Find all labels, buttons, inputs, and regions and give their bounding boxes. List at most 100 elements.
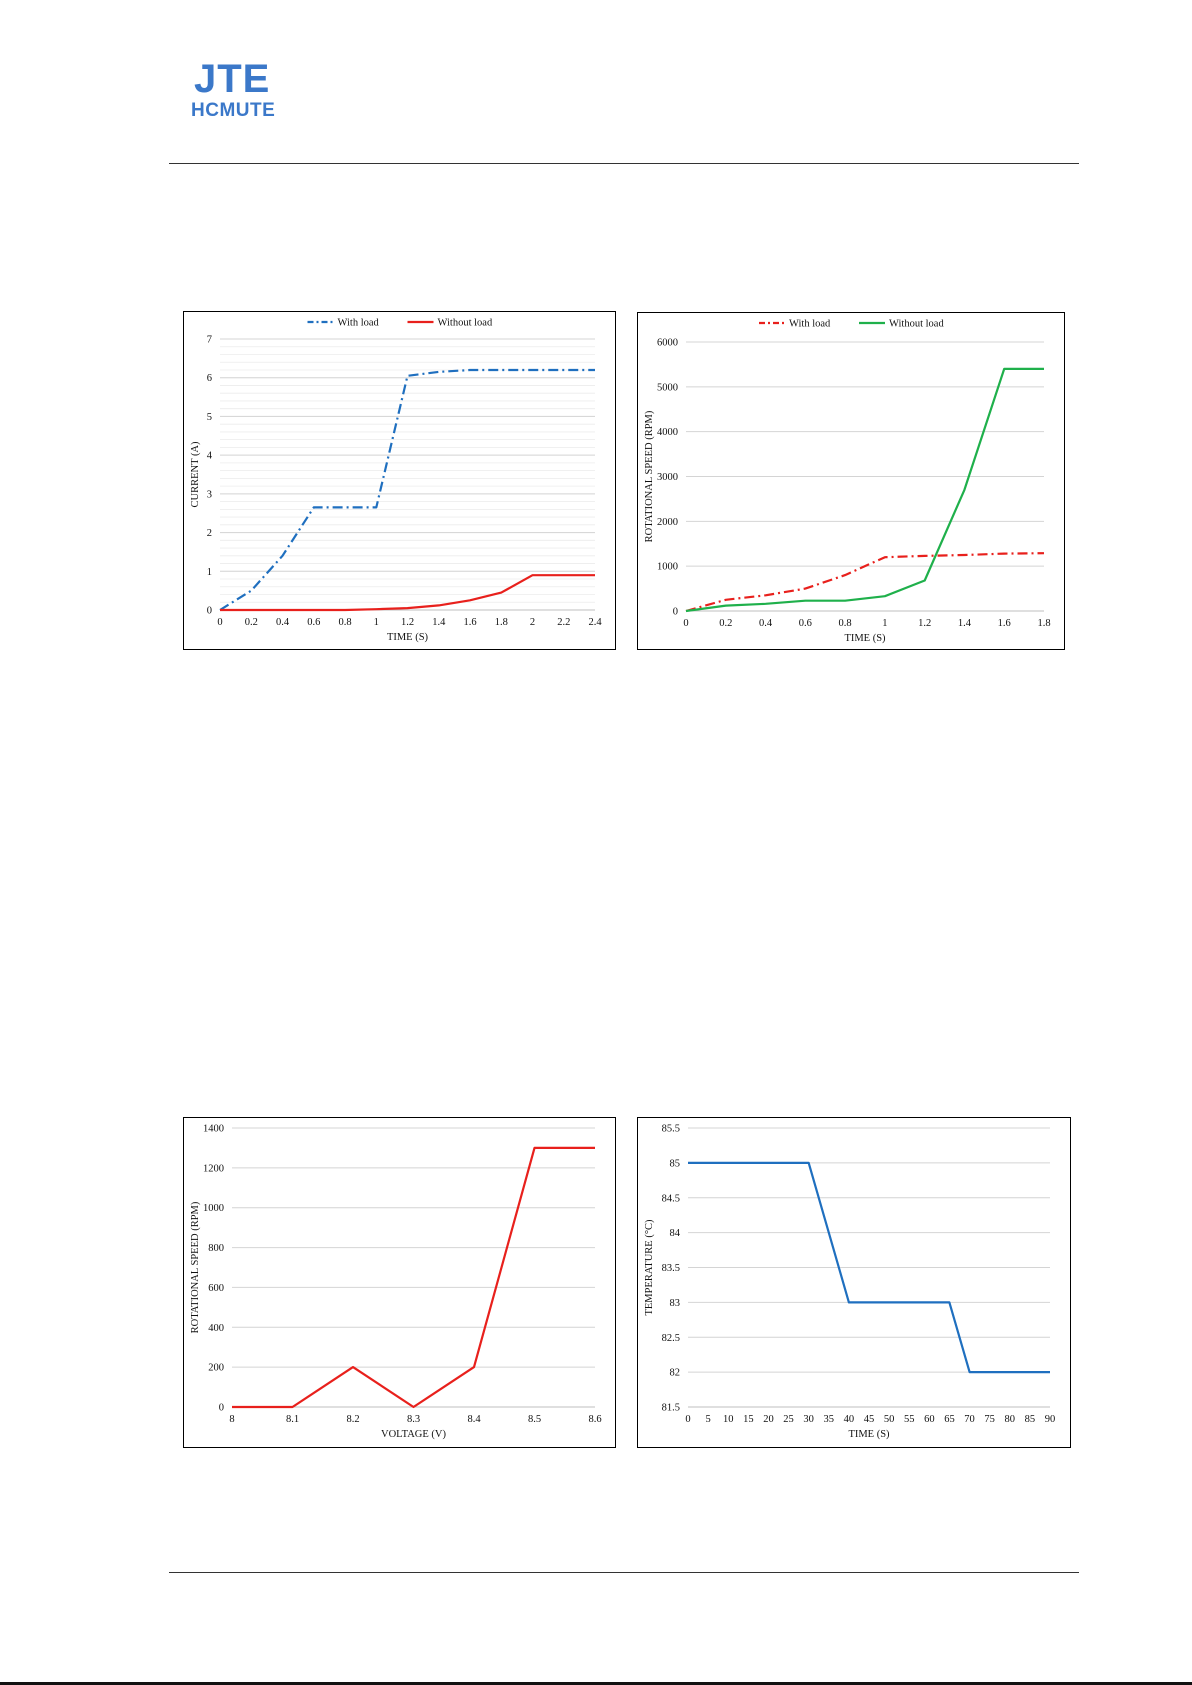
x-tick-label: 2	[530, 617, 535, 628]
x-tick-label: 8.2	[346, 1414, 359, 1425]
x-tick-label: 5	[705, 1414, 710, 1425]
y-tick-label: 1000	[657, 562, 678, 573]
x-tick-label: 40	[844, 1414, 855, 1425]
x-axis-title: TIME (S)	[844, 633, 886, 644]
y-tick-label: 800	[208, 1243, 224, 1254]
temperature-plot: 81.5 82 82.5 83 83.5 84 84.5 85 85.5 0 5 10 15 20 25 30…	[644, 1124, 1056, 1441]
x-tick-label: 0.2	[719, 618, 732, 629]
x-tick-label: 1.4	[432, 617, 446, 628]
x-tick-label: 0.4	[759, 618, 773, 629]
x-tick-label: 2.4	[588, 617, 602, 628]
x-tick-label: 80	[1005, 1414, 1016, 1425]
legend-label: Without load	[438, 318, 493, 329]
y-tick-label: 6000	[657, 338, 678, 349]
x-tick-label: 8.3	[407, 1414, 420, 1425]
logo-text-jte: JTE	[194, 57, 271, 101]
y-tick-label: 4000	[657, 427, 678, 438]
y-tick-label: 1200	[203, 1163, 224, 1174]
x-tick-label: 1	[882, 618, 887, 629]
y-tick-label: 2000	[657, 517, 678, 528]
x-tick-label: 8	[229, 1414, 234, 1425]
x-tick-label: 1.4	[958, 618, 972, 629]
x-tick-label: 0	[217, 617, 222, 628]
logo-text-hcmute: HCMUTE	[191, 100, 276, 121]
y-axis-title: CURRENT (A)	[190, 441, 201, 508]
y-axis-title: ROTATIONAL SPEED (RPM)	[644, 410, 655, 542]
series-line-2	[685, 367, 1044, 613]
y-tick-label: 84.5	[662, 1193, 680, 1204]
legend-label: With load	[338, 318, 380, 329]
y-tick-label: 400	[208, 1323, 224, 1334]
footer-rule	[169, 1572, 1079, 1573]
x-tick-label: 0.8	[839, 618, 852, 629]
y-tick-label: 5	[207, 412, 212, 423]
x-tick-label: 8.1	[286, 1414, 299, 1425]
x-axis-title: TIME (S)	[387, 632, 429, 643]
x-tick-label: 75	[984, 1414, 995, 1425]
x-tick-label: 0.4	[276, 617, 290, 628]
legend-label: With load	[789, 319, 831, 330]
x-tick-label: 0.2	[245, 617, 258, 628]
y-tick-label: 82	[670, 1368, 681, 1379]
y-tick-label: 200	[208, 1363, 224, 1374]
x-tick-label: 30	[803, 1414, 814, 1425]
current-plot: 0 1 2 3 4 5 6 7 0 0.2 0.4 0.6 0.8 1 1.2 1.4 1.6 1.8 2 2.2 2.…	[190, 318, 602, 644]
y-tick-label: 3	[207, 489, 212, 500]
speed-time-chart: 0 1000 2000 3000 4000 5000 6000 0 0.2 0.4 0.6 0.8 1 1…	[637, 312, 1065, 650]
x-tick-label: 1.6	[463, 617, 476, 628]
series-line-1	[219, 368, 595, 611]
x-tick-label: 8.5	[528, 1414, 541, 1425]
y-tick-label: 85	[670, 1158, 681, 1169]
x-tick-label: 1.6	[998, 618, 1011, 629]
y-tick-label: 5000	[657, 382, 678, 393]
x-tick-label: 45	[864, 1414, 875, 1425]
x-tick-label: 1.8	[495, 617, 508, 628]
y-tick-label: 82.5	[662, 1333, 680, 1344]
x-axis-title: VOLTAGE (V)	[381, 1429, 446, 1440]
x-tick-label: 15	[743, 1414, 754, 1425]
y-tick-label: 6	[207, 373, 212, 384]
x-tick-label: 35	[824, 1414, 835, 1425]
y-tick-label: 1000	[203, 1203, 224, 1214]
x-tick-label: 90	[1045, 1414, 1056, 1425]
journal-logo: JTE HCMUTE	[188, 56, 298, 126]
x-tick-label: 55	[904, 1414, 915, 1425]
x-tick-label: 1	[374, 617, 379, 628]
series-line-1	[688, 1161, 1050, 1374]
y-tick-label: 1400	[203, 1124, 224, 1135]
y-tick-label: 81.5	[662, 1403, 680, 1414]
y-tick-label: 600	[208, 1283, 224, 1294]
x-axis-title: TIME (S)	[848, 1429, 890, 1440]
x-tick-label: 0	[683, 618, 688, 629]
x-tick-label: 1.2	[918, 618, 931, 629]
x-tick-label: 85	[1025, 1414, 1036, 1425]
x-tick-label: 8.6	[588, 1414, 601, 1425]
x-tick-label: 25	[783, 1414, 794, 1425]
y-tick-label: 3000	[657, 472, 678, 483]
x-tick-label: 0.8	[338, 617, 351, 628]
header-rule	[169, 163, 1079, 164]
y-tick-label: 7	[207, 335, 212, 346]
x-tick-label: 0.6	[307, 617, 320, 628]
current-time-chart: 0 1 2 3 4 5 6 7 0 0.2 0.4 0.6 0.8 1 1.2 1.4 1.6 1.8 2 2.2 2.…	[183, 311, 616, 650]
x-tick-label: 2.2	[557, 617, 570, 628]
x-tick-label: 70	[964, 1414, 975, 1425]
y-tick-label: 85.5	[662, 1124, 680, 1135]
x-tick-label: 20	[763, 1414, 774, 1425]
y-tick-label: 0	[673, 607, 678, 618]
x-tick-label: 10	[723, 1414, 734, 1425]
y-tick-label: 0	[207, 606, 212, 617]
x-tick-label: 1.2	[401, 617, 414, 628]
x-tick-label: 60	[924, 1414, 935, 1425]
y-tick-label: 0	[219, 1403, 224, 1414]
x-tick-label: 8.4	[467, 1414, 481, 1425]
x-tick-label: 0	[685, 1414, 690, 1425]
x-tick-label: 1.8	[1037, 618, 1050, 629]
y-tick-label: 2	[207, 528, 212, 539]
speed-time-plot: 0 1000 2000 3000 4000 5000 6000 0 0.2 0.4 0.6 0.8 1 1…	[644, 319, 1051, 645]
series-line-1	[232, 1146, 595, 1409]
series-line-2	[220, 574, 595, 612]
series-line-1	[685, 552, 1045, 613]
speed-voltage-chart: 0 200 400 600 800 1000 1200 1400 8 8.1 8.2 8.3 8.4 8.…	[183, 1117, 616, 1448]
y-axis-title: ROTATIONAL SPEED (RPM)	[190, 1201, 201, 1333]
